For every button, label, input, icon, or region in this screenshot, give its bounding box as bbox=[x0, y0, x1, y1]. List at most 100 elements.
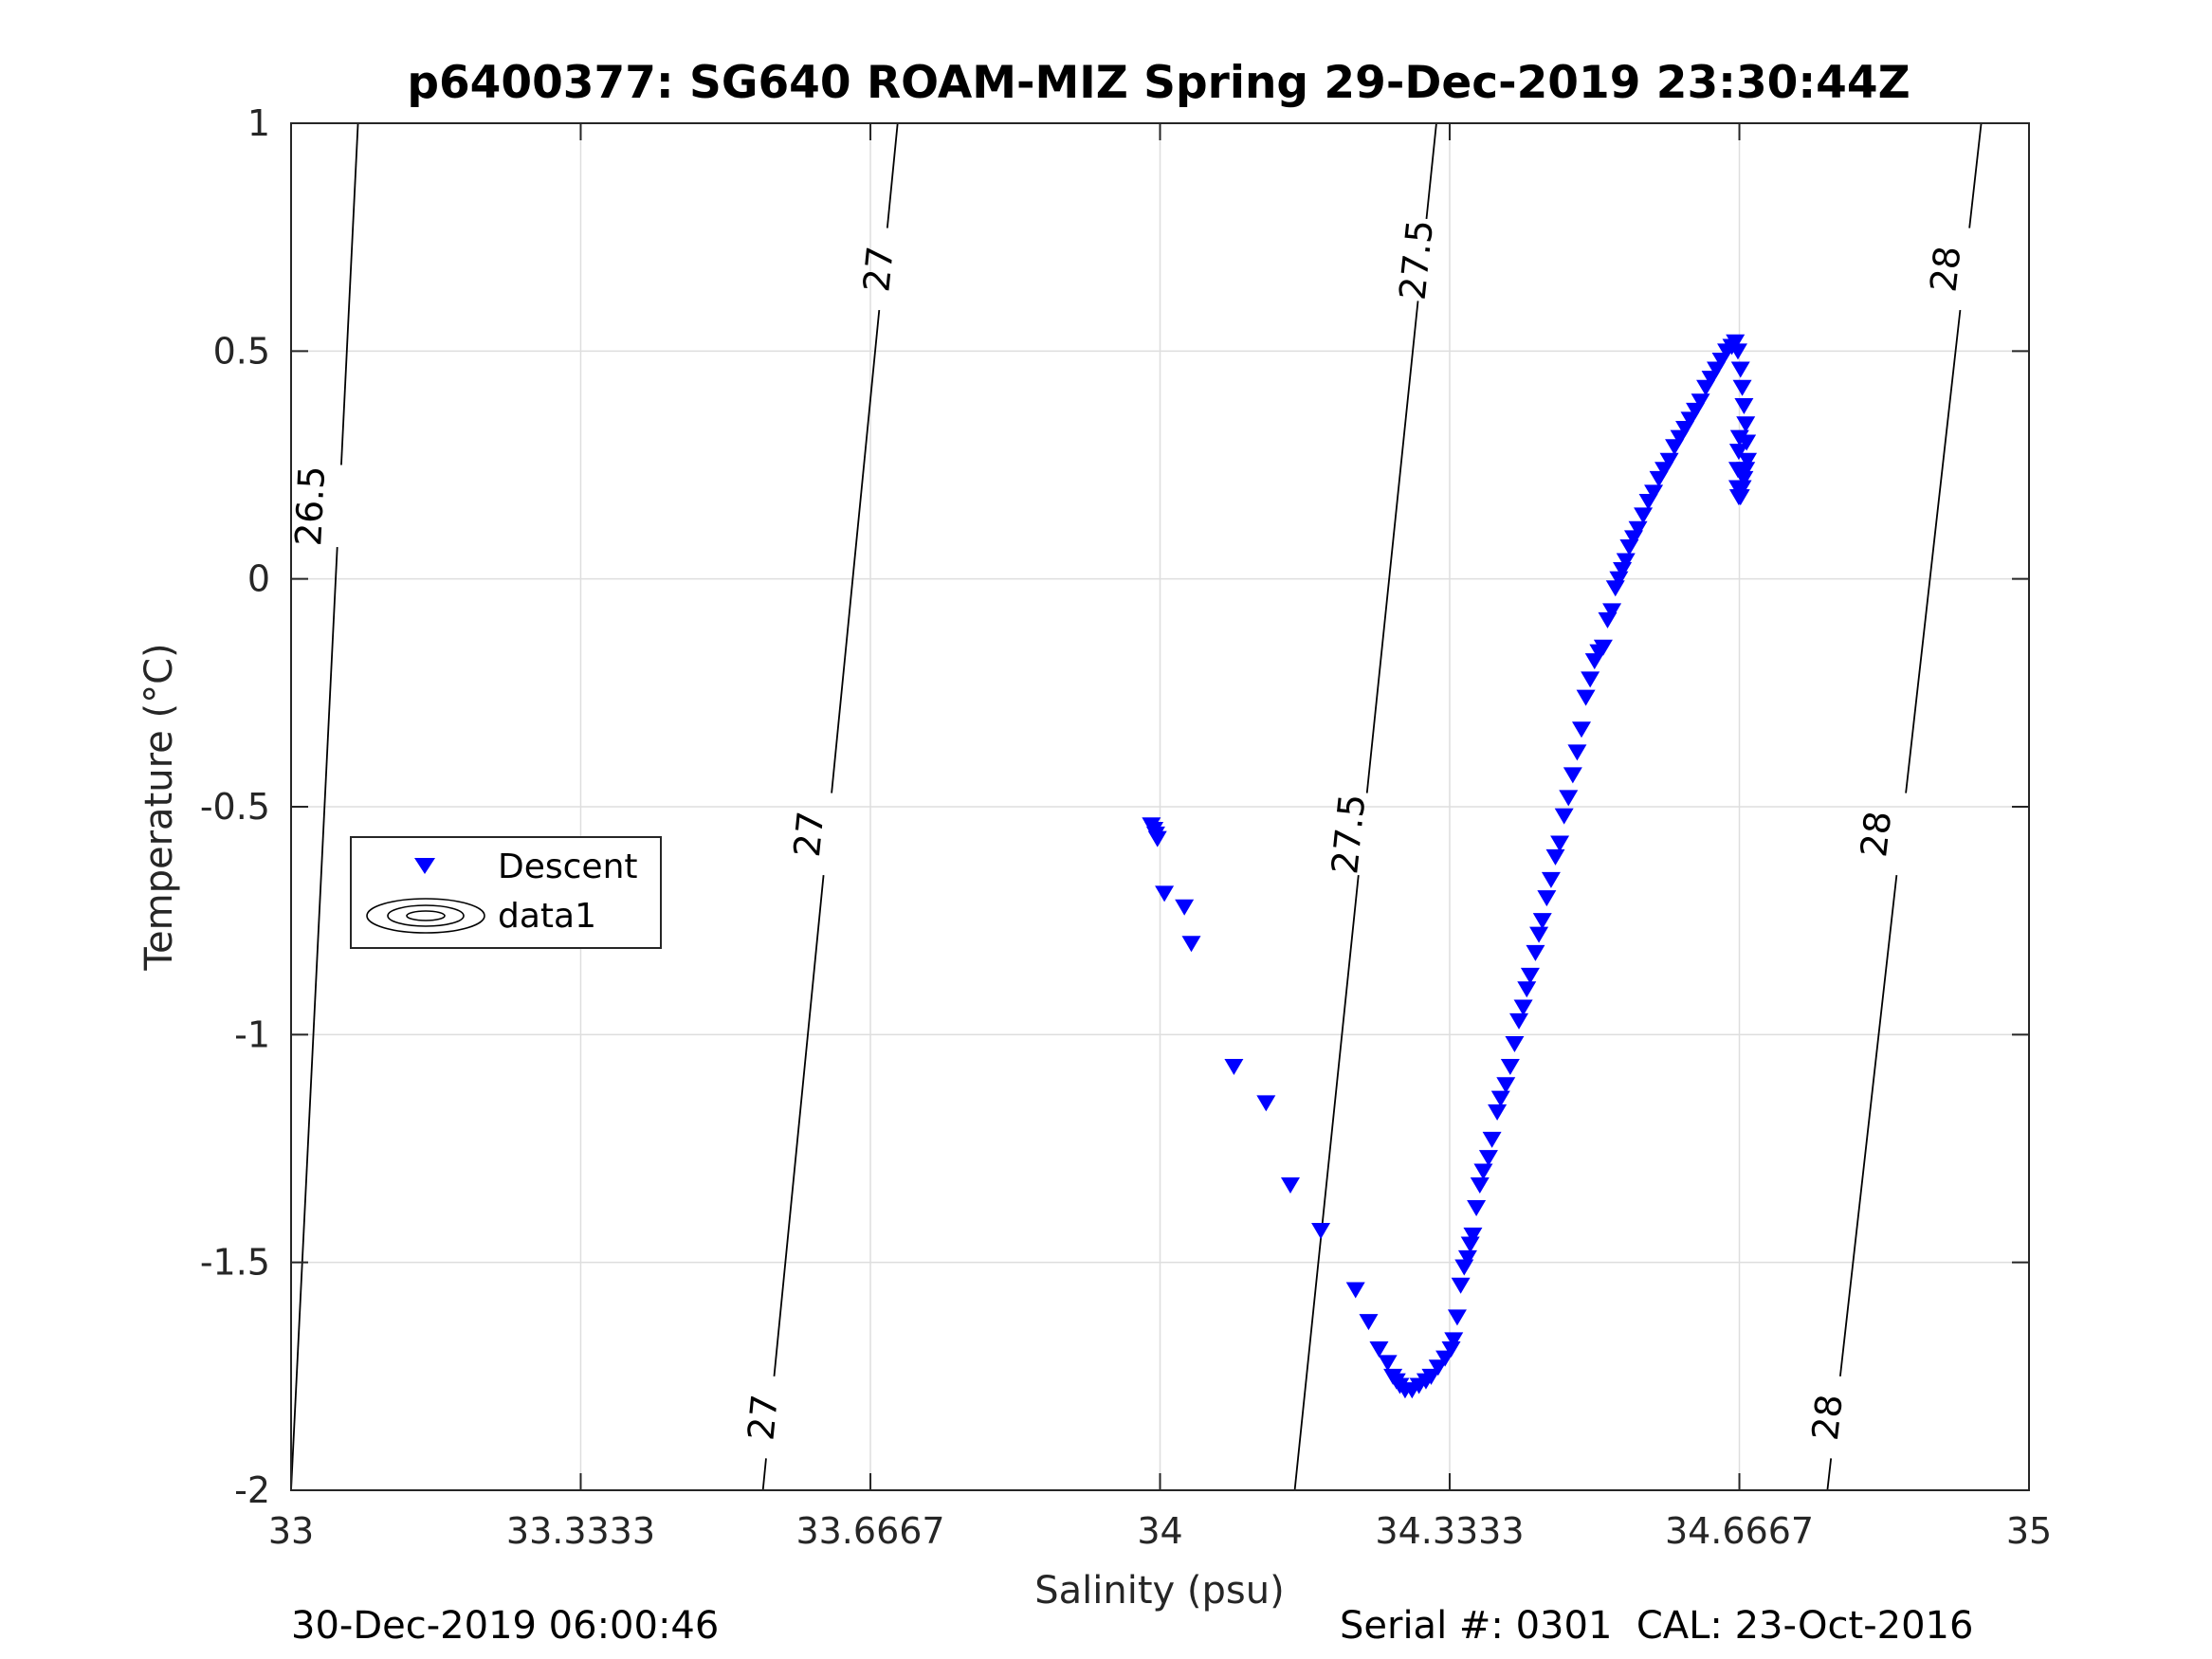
descent-point bbox=[1444, 1332, 1464, 1349]
descent-point bbox=[1545, 848, 1565, 866]
legend: Descent data1 bbox=[350, 836, 662, 949]
x-axis-label: Salinity (psu) bbox=[1034, 1569, 1284, 1613]
isopycnal-line-segment bbox=[773, 875, 825, 1376]
descent-point bbox=[1736, 416, 1756, 433]
x-tick-label: 34.6667 bbox=[1665, 1510, 1814, 1552]
descent-point bbox=[1732, 379, 1752, 396]
descent-point bbox=[1628, 520, 1648, 538]
descent-point bbox=[1505, 1035, 1525, 1052]
descent-point bbox=[1567, 744, 1587, 761]
descent-point bbox=[1616, 553, 1636, 570]
y-tick-label: -1.5 bbox=[200, 1242, 270, 1284]
descent-point bbox=[1155, 885, 1175, 902]
isopycnal-26.5: 26.5 bbox=[287, 122, 359, 1491]
footer-timestamp: 30-Dec-2019 06:00:46 bbox=[291, 1604, 720, 1648]
legend-box bbox=[350, 836, 662, 949]
descent-point bbox=[1728, 462, 1747, 479]
legend-contour-icon bbox=[366, 898, 485, 934]
descent-point bbox=[1734, 398, 1754, 415]
isopycnal-line-segment bbox=[1293, 875, 1360, 1491]
descent-point bbox=[1738, 452, 1758, 469]
descent-point bbox=[1659, 452, 1679, 469]
descent-point bbox=[1730, 361, 1750, 378]
isopycnal-label: 27 bbox=[740, 1393, 786, 1442]
chart-title: p6400377: SG640 ROAM-MIZ Spring 29-Dec-2… bbox=[407, 57, 1910, 109]
descent-point bbox=[1447, 1309, 1467, 1326]
descent-point bbox=[1602, 603, 1622, 620]
descent-point bbox=[1175, 899, 1195, 916]
footer-serial-cal: Serial #: 0301 CAL: 23-Oct-2016 bbox=[1340, 1604, 1974, 1648]
descent-point bbox=[1451, 1277, 1471, 1294]
descent-point bbox=[1576, 689, 1596, 706]
descent-point bbox=[1554, 808, 1574, 825]
isopycnal-label: 26.5 bbox=[287, 465, 333, 547]
isopycnal-line-segment bbox=[761, 1458, 767, 1491]
legend-data1-label: data1 bbox=[498, 897, 596, 936]
descent-point bbox=[1428, 1359, 1448, 1376]
x-tick-label: 34 bbox=[1137, 1510, 1182, 1552]
isopycnal-label: 27.5 bbox=[1392, 218, 1441, 302]
descent-point bbox=[1529, 926, 1549, 943]
descent-point bbox=[1311, 1223, 1331, 1240]
isopycnal-line-segment bbox=[1365, 301, 1419, 793]
isopycnal-line-segment bbox=[1425, 122, 1437, 220]
isopycnal-line-segment bbox=[1905, 309, 1962, 793]
descent-point bbox=[1500, 1058, 1520, 1075]
descent-point bbox=[1644, 484, 1664, 501]
descent-point bbox=[1729, 429, 1749, 447]
descent-point bbox=[1728, 343, 1747, 360]
isopycnal-label: 28 bbox=[1804, 1393, 1851, 1443]
descent-point bbox=[1728, 444, 1748, 461]
descent-point bbox=[1550, 835, 1570, 852]
descent-markers bbox=[1142, 334, 1758, 1399]
descent-point bbox=[1488, 1104, 1508, 1121]
descent-point bbox=[1421, 1368, 1441, 1385]
descent-point bbox=[1256, 1095, 1276, 1112]
isopycnal-label: 27.5 bbox=[1324, 792, 1373, 876]
isopycnal-line-segment bbox=[886, 122, 899, 228]
isopycnal-line-segment bbox=[1826, 1458, 1833, 1491]
descent-point bbox=[1467, 1199, 1487, 1216]
descent-point bbox=[1572, 721, 1592, 738]
descent-point bbox=[1537, 890, 1557, 907]
descent-point bbox=[1359, 1314, 1379, 1331]
descent-point bbox=[1593, 639, 1613, 656]
descent-point bbox=[1526, 944, 1545, 961]
y-axis-label: Temperature (°C) bbox=[137, 643, 181, 971]
x-tick-label: 34.3333 bbox=[1375, 1510, 1524, 1552]
isopycnal-line-segment bbox=[1838, 874, 1898, 1376]
isopycnal-27.5: 27.5 27.5 bbox=[1293, 122, 1441, 1491]
descent-point bbox=[1532, 913, 1552, 930]
descent-point bbox=[1509, 1012, 1529, 1030]
descent-point bbox=[1559, 790, 1579, 807]
descent-point bbox=[1541, 871, 1561, 888]
descent-point bbox=[1581, 671, 1600, 688]
descent-point bbox=[1482, 1131, 1502, 1148]
descent-point bbox=[1691, 393, 1710, 410]
descent-point bbox=[1473, 1163, 1493, 1180]
descent-point bbox=[1181, 936, 1201, 953]
y-tick-label: 1 bbox=[247, 102, 270, 144]
isopycnal-line-segment bbox=[1968, 122, 1983, 228]
isopycnal-27: 27 27 27 bbox=[740, 122, 902, 1491]
x-tick-label: 33.6667 bbox=[795, 1510, 944, 1552]
isopycnal-label: 27 bbox=[855, 245, 902, 294]
descent-point bbox=[1457, 1249, 1477, 1267]
descent-point bbox=[1224, 1058, 1244, 1075]
x-tick-label: 35 bbox=[2006, 1510, 2052, 1552]
axis-ticks: 33 33.3333 33.6667 34 34.3333 34.6667 35 -2 -1.5… bbox=[200, 102, 2052, 1552]
isopycnal-label: 27 bbox=[786, 810, 832, 859]
descent-point bbox=[1728, 480, 1747, 497]
descent-point bbox=[1520, 967, 1540, 984]
descent-point bbox=[1463, 1227, 1483, 1244]
x-tick-label: 33 bbox=[268, 1510, 314, 1552]
descent-point bbox=[1470, 1176, 1490, 1194]
y-tick-label: -1 bbox=[234, 1013, 270, 1055]
isopycnal-label: 28 bbox=[1922, 244, 1968, 294]
isopycnal-label: 28 bbox=[1853, 809, 1899, 859]
descent-point bbox=[1728, 489, 1748, 506]
descent-point bbox=[1726, 334, 1746, 351]
descent-point bbox=[1563, 767, 1582, 784]
descent-point bbox=[1280, 1176, 1300, 1194]
